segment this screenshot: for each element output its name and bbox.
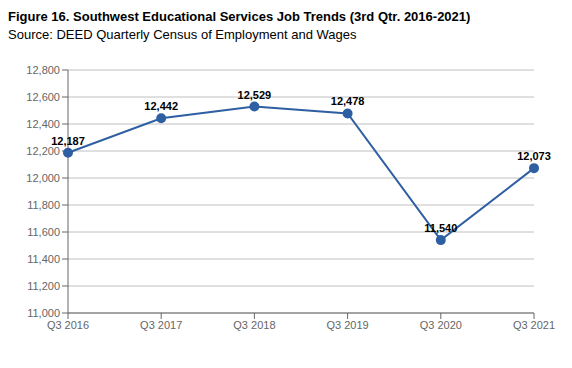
html-text:Source: DEED Quarterly Census: Source: DEED Quarterly Census of Employm… xyxy=(8,27,357,42)
svg-text:Q3 2016: Q3 2016 xyxy=(47,319,89,331)
svg-text:12,073: 12,073 xyxy=(517,150,551,162)
svg-text:11,200: 11,200 xyxy=(27,280,60,292)
svg-text:11,540: 11,540 xyxy=(424,222,457,234)
html-text:Figure 16. Southwest Education: Figure 16. Southwest Educational Service… xyxy=(8,9,471,24)
svg-text:Q3 2018: Q3 2018 xyxy=(233,319,275,331)
svg-text:11,400: 11,400 xyxy=(27,253,60,265)
svg-text:Q3 2017: Q3 2017 xyxy=(140,319,182,331)
svg-text:12,442: 12,442 xyxy=(144,100,178,112)
svg-text:12,200: 12,200 xyxy=(26,144,60,157)
svg-text:11,000: 11,000 xyxy=(27,307,60,319)
svg-text:Q3 2021: Q3 2021 xyxy=(513,319,555,331)
svg-text:11,600: 11,600 xyxy=(27,226,60,238)
svg-text:12,000: 12,000 xyxy=(26,172,60,184)
svg-text:12,529: 12,529 xyxy=(238,89,272,101)
svg-text:12,187: 12,187 xyxy=(51,135,85,147)
svg-text:12,400: 12,400 xyxy=(26,118,60,130)
svg-text:12,800: 12,800 xyxy=(26,64,60,76)
svg-text:Q3 2019: Q3 2019 xyxy=(326,319,368,331)
svg-text:12,478: 12,478 xyxy=(331,95,365,107)
svg-text:Q3 2020: Q3 2020 xyxy=(420,319,462,331)
svg-text:11,800: 11,800 xyxy=(27,199,60,211)
svg-text:12,600: 12,600 xyxy=(26,91,60,103)
